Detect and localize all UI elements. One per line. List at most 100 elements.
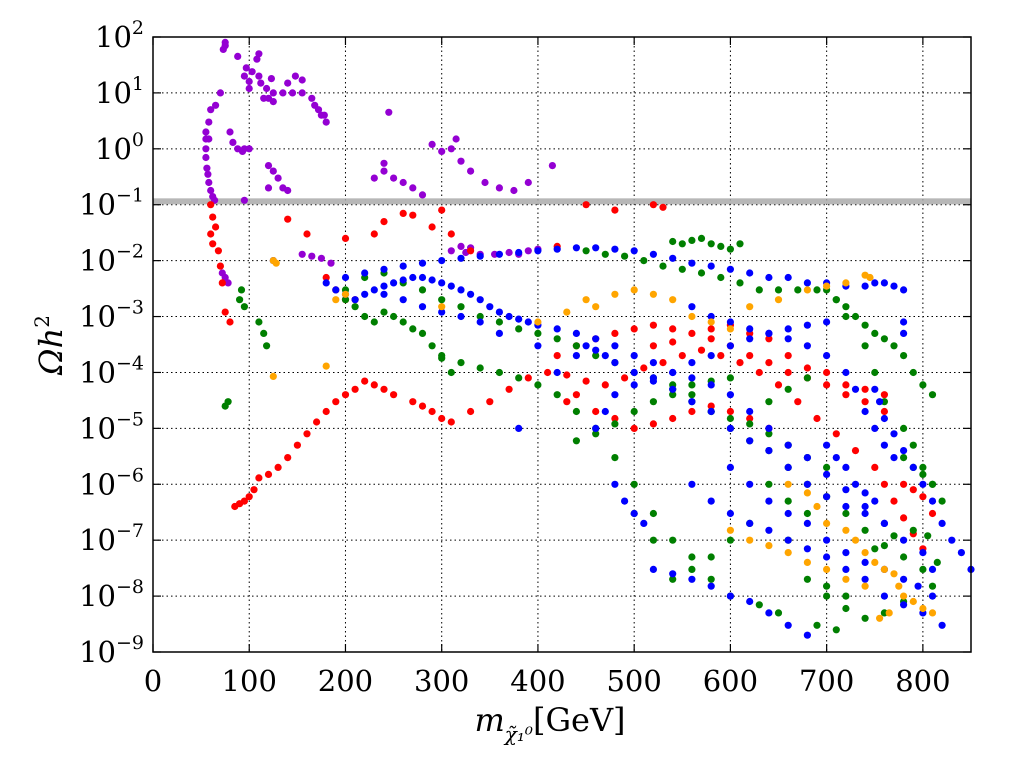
scatter-point xyxy=(842,486,850,494)
scatter-point xyxy=(900,318,908,326)
scatter-point xyxy=(909,597,917,606)
scatter-point xyxy=(871,558,879,567)
scatter-point xyxy=(202,153,210,162)
scatter-point xyxy=(784,549,792,557)
scatter-point xyxy=(928,609,937,617)
scatter-point xyxy=(298,89,306,97)
scatter-point xyxy=(688,553,696,561)
scatter-point xyxy=(611,206,619,214)
scatter-point xyxy=(880,480,889,488)
scatter-point xyxy=(245,493,253,501)
scatter-point xyxy=(418,259,427,267)
scatter-point xyxy=(553,391,561,399)
scatter-point xyxy=(765,542,773,550)
scatter-point xyxy=(640,519,648,528)
scatter-point xyxy=(784,352,792,360)
scatter-point xyxy=(688,236,696,244)
scatter-point xyxy=(697,234,706,242)
y-tick-label: 10−8 xyxy=(79,576,144,613)
scatter-point xyxy=(447,145,455,153)
scatter-point xyxy=(678,240,686,248)
scatter-point xyxy=(851,312,860,321)
scatter-point xyxy=(457,286,465,294)
x-tick-label: 300 xyxy=(414,664,469,698)
scatter-point xyxy=(707,575,715,583)
scatter-point xyxy=(457,359,465,367)
scatter-point xyxy=(784,273,792,282)
scatter-point xyxy=(688,407,696,416)
scatter-point xyxy=(842,549,850,557)
scatter-point xyxy=(669,385,677,393)
scatter-point xyxy=(630,325,638,333)
scatter-point xyxy=(823,582,831,590)
scatter-point xyxy=(269,89,277,97)
scatter-point xyxy=(327,259,335,267)
scatter-point xyxy=(746,420,754,428)
scatter-point xyxy=(515,315,523,323)
scatter-point xyxy=(263,84,271,93)
scatter-point xyxy=(803,342,812,350)
scatter-point xyxy=(234,52,242,61)
scatter-point xyxy=(370,318,378,326)
scatter-point xyxy=(890,454,898,462)
scatter-point xyxy=(611,480,619,488)
scatter-point xyxy=(842,381,850,389)
scatter-point xyxy=(707,312,715,321)
scatter-point xyxy=(418,402,427,410)
scatter-point xyxy=(298,76,306,84)
scatter-point xyxy=(726,407,735,416)
scatter-point xyxy=(534,247,542,255)
scatter-point xyxy=(630,368,638,377)
scatter-point xyxy=(240,497,248,505)
scatter-point xyxy=(385,108,393,116)
scatter-point xyxy=(736,359,744,367)
scatter-point xyxy=(226,128,234,136)
scatter-point xyxy=(928,480,937,488)
scatter-point xyxy=(909,526,917,534)
scatter-point xyxy=(592,352,600,360)
scatter-point xyxy=(890,570,898,578)
scatter-point xyxy=(380,265,388,273)
scatter-point xyxy=(495,329,503,337)
scatter-point xyxy=(669,536,677,544)
scatter-point xyxy=(495,308,503,316)
scatter-point xyxy=(697,269,706,277)
scatter-point xyxy=(582,296,590,304)
scatter-point xyxy=(218,269,226,277)
scatter-point xyxy=(765,424,773,432)
scatter-point xyxy=(861,558,869,567)
scatter-point xyxy=(322,279,330,287)
scatter-point xyxy=(755,601,763,609)
scatter-point xyxy=(582,201,590,209)
scatter-point xyxy=(524,178,532,187)
scatter-point xyxy=(592,407,600,416)
scatter-point xyxy=(481,178,489,187)
x-tick-label: 800 xyxy=(895,664,950,698)
scatter-point xyxy=(755,286,763,294)
scatter-point xyxy=(688,381,696,389)
scatter-point xyxy=(505,312,513,321)
scatter-point xyxy=(457,303,465,311)
scatter-point xyxy=(784,536,792,544)
scatter-point xyxy=(900,553,908,561)
scatter-point xyxy=(765,273,773,282)
scatter-point xyxy=(332,286,340,294)
scatter-point xyxy=(851,480,860,488)
scatter-point xyxy=(803,631,812,639)
scatter-point xyxy=(621,497,629,505)
scatter-point xyxy=(880,335,889,343)
scatter-point xyxy=(813,502,821,511)
scatter-point xyxy=(457,312,465,321)
scatter-point xyxy=(871,463,879,471)
scatter-point xyxy=(534,342,542,350)
scatter-point xyxy=(669,325,677,333)
scatter-point xyxy=(418,329,427,337)
scatter-point xyxy=(861,342,869,350)
scatter-point xyxy=(418,286,427,294)
scatter-point xyxy=(214,247,222,255)
scatter-point xyxy=(803,575,812,583)
scatter-point xyxy=(264,184,273,192)
scatter-point xyxy=(900,447,908,455)
scatter-point xyxy=(880,565,889,574)
